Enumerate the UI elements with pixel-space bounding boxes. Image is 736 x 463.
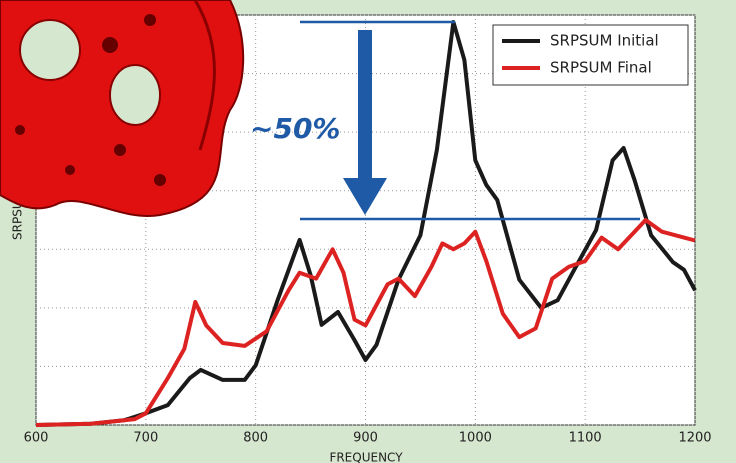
annotation: ~50% (250, 112, 340, 145)
x-tick-label: 1000 (459, 431, 492, 446)
arrow-shaft (358, 30, 372, 180)
chart: ~50% SRPSUM FREQUENCY SRPSUM InitialSRPS… (0, 0, 736, 463)
x-tick-label: 600 (24, 431, 49, 446)
legend-label: SRPSUM Final (550, 59, 652, 77)
x-tick-label: 800 (243, 431, 268, 446)
x-tick-label: 1100 (569, 431, 602, 446)
legend-label: SRPSUM Initial (550, 32, 659, 50)
x-tick-label: 1200 (678, 431, 711, 446)
legend: SRPSUM Initial SRPSUM Final (493, 25, 688, 85)
page: {"chart_data": {"type": "line", "xlabel"… (0, 0, 736, 463)
x-axis-label: FREQUENCY (329, 451, 403, 463)
x-tick-label: 900 (353, 431, 378, 446)
part-model (0, 0, 243, 216)
x-tick-label: 700 (133, 431, 158, 446)
